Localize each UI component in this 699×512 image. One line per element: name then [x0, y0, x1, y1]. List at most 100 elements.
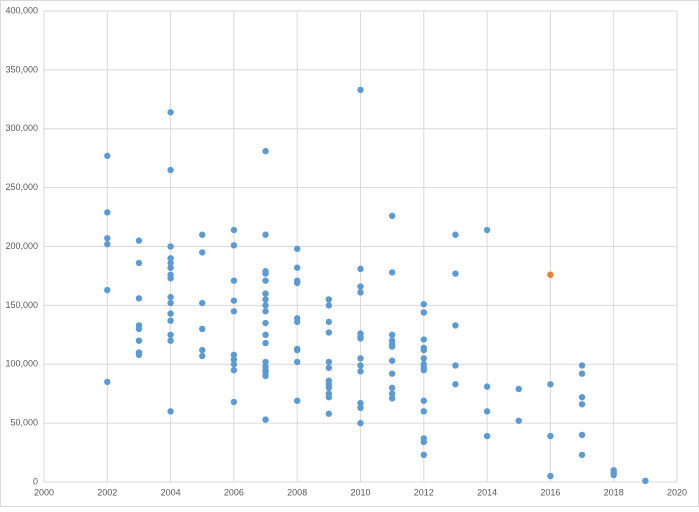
point: [547, 271, 554, 278]
y-tick-label: 200,000: [5, 241, 38, 251]
point: [483, 383, 491, 390]
point: [388, 269, 396, 276]
point: [420, 366, 427, 374]
point: [167, 275, 174, 282]
point: [199, 299, 206, 307]
point: [325, 329, 333, 336]
point: [420, 438, 427, 446]
point: [578, 431, 586, 439]
point: [167, 293, 174, 301]
x-tick-label: 2012: [414, 487, 434, 497]
point: [230, 361, 238, 368]
x-tick-label: 2018: [604, 487, 624, 497]
point: [420, 408, 427, 415]
point: [262, 358, 269, 366]
point: [357, 368, 364, 375]
point: [325, 410, 333, 417]
point: [420, 397, 427, 404]
point: [167, 259, 174, 267]
point: [357, 335, 364, 342]
point: [610, 471, 617, 479]
point: [262, 231, 269, 238]
point: [325, 302, 333, 309]
point: [167, 408, 174, 415]
point: [325, 358, 333, 366]
point: [388, 370, 396, 377]
point: [294, 279, 301, 287]
point: [325, 384, 333, 391]
point: [104, 235, 111, 242]
point: [452, 381, 459, 388]
y-tick-label: 0: [33, 476, 38, 486]
point: [420, 336, 427, 343]
point: [515, 385, 522, 393]
point: [578, 451, 586, 459]
point: [167, 264, 174, 271]
point: [578, 401, 586, 408]
point: [230, 398, 238, 406]
point: [357, 355, 364, 362]
y-tick-label: 400,000: [5, 5, 38, 15]
point: [167, 299, 174, 307]
point: [294, 264, 301, 271]
y-tick-label: 50,000: [10, 418, 38, 428]
x-tick-label: 2006: [224, 487, 244, 497]
point: [578, 370, 586, 377]
point: [104, 378, 111, 386]
point: [325, 394, 333, 401]
point: [167, 337, 174, 344]
point: [483, 226, 491, 234]
point: [515, 417, 522, 424]
point: [420, 300, 427, 308]
point: [388, 390, 396, 397]
point: [230, 351, 238, 359]
point: [452, 362, 459, 369]
point: [388, 384, 396, 391]
point: [357, 86, 364, 94]
point: [483, 408, 491, 415]
x-tick-label: 2016: [540, 487, 560, 497]
point: [388, 212, 396, 220]
point: [294, 397, 301, 404]
y-tick-label: 250,000: [5, 182, 38, 192]
point: [135, 325, 143, 333]
point: [199, 231, 206, 238]
point: [262, 331, 269, 339]
point: [199, 249, 206, 256]
point: [262, 302, 269, 309]
point: [262, 339, 269, 347]
point: [135, 351, 143, 359]
point: [167, 243, 174, 250]
point: [199, 346, 206, 354]
x-tick-label: 2008: [287, 487, 307, 497]
point: [294, 245, 301, 253]
point: [262, 277, 269, 284]
point: [230, 366, 238, 374]
point: [262, 270, 269, 277]
point: [294, 346, 301, 354]
point: [104, 286, 111, 294]
y-tick-label: 100,000: [5, 359, 38, 369]
point: [388, 331, 396, 339]
x-tick-label: 2020: [667, 487, 687, 497]
point: [357, 419, 364, 427]
point: [420, 346, 427, 354]
x-tick-label: 2000: [34, 487, 54, 497]
point: [230, 277, 238, 284]
point: [547, 472, 554, 480]
point: [452, 270, 459, 277]
point: [262, 372, 269, 380]
point: [642, 477, 649, 485]
point: [357, 399, 364, 407]
point: [135, 237, 143, 244]
point: [199, 325, 206, 333]
point: [452, 322, 459, 329]
point: [420, 451, 427, 459]
point: [262, 308, 269, 315]
point: [325, 364, 333, 371]
point: [388, 395, 396, 402]
point: [135, 295, 143, 302]
point: [420, 355, 427, 362]
y-tick-label: 300,000: [5, 123, 38, 133]
